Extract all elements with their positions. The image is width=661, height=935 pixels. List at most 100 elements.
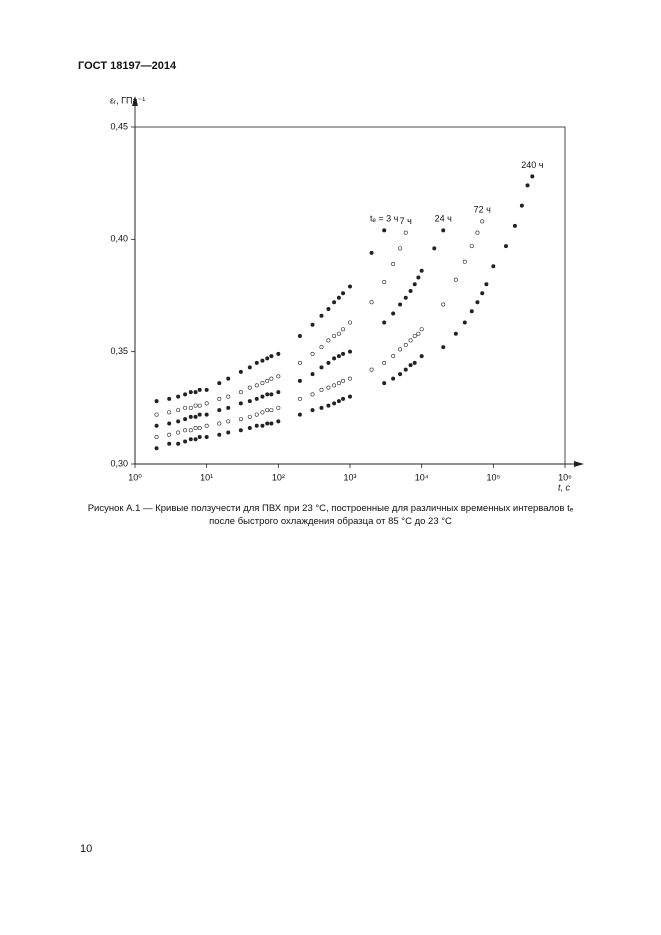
data-point bbox=[419, 327, 424, 332]
x-tick-label: 10⁶ bbox=[558, 472, 572, 482]
data-point bbox=[336, 331, 341, 336]
data-point bbox=[336, 381, 341, 386]
x-tick-label: 10⁴ bbox=[415, 472, 429, 482]
data-point bbox=[176, 408, 181, 413]
data-point bbox=[391, 354, 396, 359]
data-point bbox=[247, 365, 252, 370]
data-point bbox=[416, 331, 421, 336]
data-point bbox=[347, 376, 352, 381]
data-point bbox=[347, 284, 352, 289]
data-point bbox=[247, 385, 252, 390]
data-point bbox=[398, 246, 403, 251]
data-point bbox=[347, 320, 352, 325]
data-point bbox=[254, 383, 259, 388]
data-point bbox=[197, 403, 202, 408]
data-point bbox=[491, 264, 496, 269]
y-tick-label: 0,45 bbox=[110, 121, 128, 131]
data-point bbox=[462, 259, 467, 264]
data-point bbox=[183, 428, 188, 433]
data-point bbox=[412, 282, 417, 287]
data-point bbox=[217, 381, 222, 386]
data-point bbox=[204, 387, 209, 392]
x-tick-label: 10² bbox=[272, 472, 285, 482]
data-point bbox=[188, 428, 193, 433]
data-point bbox=[197, 426, 202, 431]
data-point bbox=[154, 423, 159, 428]
data-point bbox=[310, 408, 315, 413]
data-point bbox=[254, 423, 259, 428]
data-point bbox=[226, 394, 231, 399]
data-point bbox=[382, 381, 387, 386]
x-tick-label: 10¹ bbox=[200, 472, 213, 482]
data-point bbox=[332, 383, 337, 388]
data-point bbox=[326, 360, 331, 365]
data-point bbox=[332, 300, 337, 305]
data-point bbox=[332, 401, 337, 406]
data-point bbox=[269, 421, 274, 426]
data-point bbox=[188, 437, 193, 442]
data-point bbox=[416, 275, 421, 280]
data-point bbox=[226, 376, 231, 381]
data-point bbox=[341, 291, 346, 296]
data-point bbox=[419, 354, 424, 359]
data-point bbox=[297, 360, 302, 365]
data-point bbox=[391, 376, 396, 381]
data-point bbox=[319, 313, 324, 318]
data-point bbox=[398, 302, 403, 307]
data-point bbox=[188, 390, 193, 395]
series-label: 24 ч bbox=[435, 214, 453, 224]
data-point bbox=[484, 282, 489, 287]
data-point bbox=[193, 403, 198, 408]
data-point bbox=[336, 295, 341, 300]
data-point bbox=[254, 396, 259, 401]
data-point bbox=[441, 228, 446, 233]
data-point bbox=[238, 369, 243, 374]
data-point bbox=[310, 372, 315, 377]
data-point bbox=[441, 302, 446, 307]
data-point bbox=[167, 441, 172, 446]
data-point bbox=[310, 392, 315, 397]
data-point bbox=[326, 385, 331, 390]
data-point bbox=[319, 387, 324, 392]
data-point bbox=[217, 396, 222, 401]
data-point bbox=[260, 358, 265, 363]
data-point bbox=[265, 392, 270, 397]
data-point bbox=[369, 300, 374, 305]
data-point bbox=[276, 390, 281, 395]
data-point bbox=[217, 408, 222, 413]
data-point bbox=[217, 432, 222, 437]
data-point bbox=[197, 412, 202, 417]
data-point bbox=[197, 387, 202, 392]
data-point bbox=[154, 435, 159, 440]
data-point bbox=[319, 405, 324, 410]
data-point bbox=[238, 428, 243, 433]
data-point bbox=[260, 410, 265, 415]
y-tick-label: 0,40 bbox=[110, 234, 128, 244]
data-point bbox=[403, 342, 408, 347]
data-point bbox=[269, 354, 274, 359]
data-point bbox=[341, 327, 346, 332]
data-point bbox=[254, 412, 259, 417]
data-point bbox=[176, 394, 181, 399]
data-point bbox=[265, 356, 270, 361]
data-point bbox=[183, 417, 188, 422]
data-point bbox=[341, 351, 346, 356]
data-point bbox=[398, 347, 403, 352]
data-point bbox=[238, 390, 243, 395]
data-point bbox=[217, 421, 222, 426]
data-point bbox=[403, 367, 408, 372]
data-point bbox=[183, 439, 188, 444]
data-point bbox=[297, 378, 302, 383]
data-point bbox=[188, 414, 193, 419]
data-point bbox=[260, 423, 265, 428]
data-point bbox=[453, 277, 458, 282]
data-point bbox=[197, 435, 202, 440]
data-point bbox=[297, 333, 302, 338]
data-point bbox=[519, 203, 524, 208]
data-point bbox=[260, 381, 265, 386]
x-tick-label: 10⁰ bbox=[128, 472, 142, 482]
data-point bbox=[408, 289, 413, 294]
data-point bbox=[193, 390, 198, 395]
data-point bbox=[247, 399, 252, 404]
data-point bbox=[319, 345, 324, 350]
